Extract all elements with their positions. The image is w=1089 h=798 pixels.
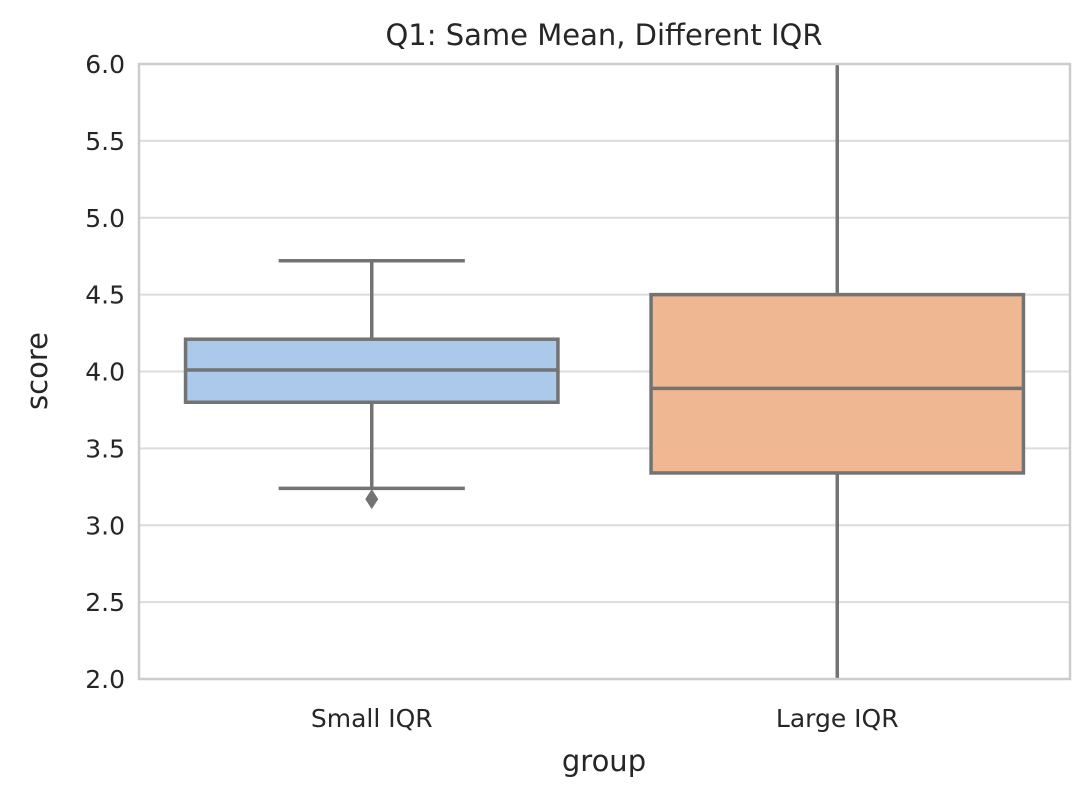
iqr-box — [649, 292, 1026, 475]
boxes — [183, 64, 1026, 679]
y-axis-label: score — [20, 332, 54, 410]
y-tick-label: 3.5 — [85, 434, 125, 463]
x-axis-label: group — [562, 744, 646, 778]
y-tick-label: 4.5 — [85, 281, 125, 310]
y-tick-label: 5.5 — [85, 127, 125, 156]
x-tick-labels: Small IQR Large IQR — [311, 704, 899, 733]
x-tick-label: Small IQR — [311, 704, 433, 733]
y-tick-label: 6.0 — [85, 50, 125, 79]
chart-title: Q1: Same Mean, Different IQR — [385, 18, 822, 52]
y-tick-label: 2.0 — [85, 665, 125, 694]
outlier-point — [365, 489, 379, 510]
y-tick-label: 2.5 — [85, 588, 125, 617]
box-group — [183, 259, 560, 510]
y-tick-label: 4.0 — [85, 358, 125, 387]
y-tick-label: 5.0 — [85, 204, 125, 233]
y-tick-labels: 2.0 2.5 3.0 3.5 4.0 4.5 5.0 5.5 6.0 — [85, 50, 125, 694]
x-tick-label: Large IQR — [776, 704, 899, 733]
box-group — [649, 64, 1026, 679]
y-tick-label: 3.0 — [85, 511, 125, 540]
plot-frame — [137, 62, 1072, 681]
